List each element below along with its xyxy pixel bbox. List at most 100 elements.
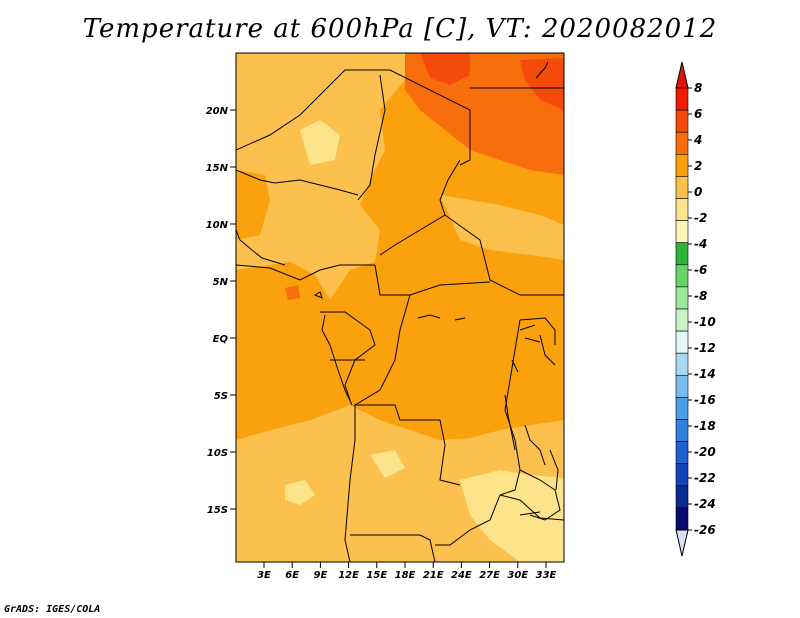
y-tick-label: 15S	[207, 505, 228, 516]
x-tick-label: 27E	[479, 570, 500, 581]
y-tick-label: 10S	[207, 448, 228, 459]
border-line	[435, 319, 521, 546]
colorbar-bottom-arrow	[675, 529, 689, 557]
colorbar-label: -12	[694, 341, 716, 355]
x-tick-label: 12E	[338, 570, 359, 581]
lake-outline	[524, 424, 546, 466]
field-neg2-0-b	[300, 120, 340, 165]
field-0-2-north-east	[440, 195, 564, 260]
colorbar-segment	[675, 507, 689, 531]
y-tick-label: 20N	[206, 106, 229, 117]
x-tick-label: 15E	[366, 570, 387, 581]
field-neg2-0-a	[460, 470, 564, 562]
colorbar-segment	[675, 441, 689, 465]
x-tick-label: 24E	[451, 570, 472, 581]
colorbar-segment	[675, 109, 689, 133]
colorbar: 8 6 4 2 0 -2 -4 -6 -8 -10 -12 -14 -16 -18 -20 -22 -24 -26	[675, 61, 716, 557]
border-line	[236, 169, 359, 196]
x-tick-label: 6E	[285, 570, 299, 581]
boundaries	[236, 61, 564, 562]
colorbar-label: -6	[694, 263, 707, 277]
field-4-6-northeast	[405, 53, 564, 175]
y-tick-label: 5S	[214, 391, 228, 402]
colorbar-segment	[675, 87, 689, 111]
field-0-2-north	[236, 53, 420, 300]
colorbar-label: 6	[694, 107, 702, 121]
colorbar-top-arrow	[675, 61, 689, 89]
border-line	[353, 294, 461, 486]
lake-outline	[511, 324, 541, 373]
colorbar-segment	[675, 330, 689, 354]
colorbar-segment	[675, 264, 689, 288]
border-line	[236, 69, 471, 166]
map-frame	[235, 52, 565, 563]
field-neg2-0-d	[370, 450, 405, 478]
x-tick-label: 21E	[423, 570, 444, 581]
colorbar-segment	[675, 286, 689, 310]
border-line	[499, 494, 564, 521]
x-tick-label: 30E	[507, 570, 528, 581]
colorbar-segment	[675, 485, 689, 509]
colorbar-segment	[675, 176, 689, 199]
border-line	[357, 74, 386, 201]
field-6-8-east	[520, 58, 564, 110]
colorbar-label: -14	[694, 367, 716, 381]
colorbar-label: 8	[694, 81, 702, 95]
field-2-4-west	[236, 170, 270, 240]
colorbar-label: -24	[694, 497, 716, 511]
colorbar-segment	[675, 131, 689, 155]
y-tick-label: EQ	[213, 334, 229, 345]
border-line	[519, 469, 561, 521]
lake-outline	[504, 394, 516, 451]
lake-outline	[417, 314, 466, 321]
colorbar-segment	[675, 220, 689, 244]
island-outline	[535, 61, 549, 79]
y-tick-label: 15N	[206, 163, 229, 174]
colorbar-label: -4	[694, 237, 707, 251]
colorbar-segment	[675, 154, 689, 177]
temperature-field	[236, 53, 564, 562]
lake-outline	[519, 511, 541, 516]
border-line	[236, 264, 375, 281]
colorbar-segment	[675, 352, 689, 376]
x-tick-label: 18E	[395, 570, 416, 581]
coast-line	[321, 314, 353, 406]
x-axis: 3E 6E 9E 12E 15E 18E 21E 24E 27E 30E 33E	[257, 562, 557, 581]
coast-line	[236, 229, 286, 266]
field-4-6-spot	[285, 285, 300, 300]
grads-credit: GrADS: IGES/COLA	[4, 604, 101, 615]
border-line	[344, 405, 356, 562]
field-2-4-basin	[236, 240, 564, 440]
colorbar-segment	[675, 242, 689, 266]
x-tick-label: 3E	[257, 570, 271, 581]
colorbar-segment	[675, 308, 689, 332]
colorbar-segment	[675, 374, 689, 398]
y-axis: 20N 15N 10N 5N EQ 5S 10S 15S	[206, 106, 236, 516]
colorbar-label: -26	[694, 523, 716, 537]
border-line	[539, 334, 556, 366]
colorbar-label: -10	[694, 315, 716, 329]
field-6-8-top	[420, 53, 470, 85]
field-neg2-0-c	[285, 480, 315, 505]
border-line	[350, 534, 436, 562]
colorbar-segment	[675, 419, 689, 442]
lake-outline	[549, 449, 559, 491]
colorbar-segment	[675, 198, 689, 221]
colorbar-label: 0	[694, 185, 702, 199]
colorbar-label: -8	[694, 289, 707, 303]
colorbar-label: -2	[694, 211, 707, 225]
colorbar-label: -16	[694, 393, 716, 407]
border-line	[320, 311, 376, 401]
colorbar-label: -18	[694, 419, 716, 433]
island-outline	[313, 291, 323, 299]
border-line	[444, 214, 564, 296]
map-title: Temperature at 600hPa [C], VT: 202008201…	[82, 14, 718, 44]
x-tick-label: 33E	[536, 570, 557, 581]
y-tick-label: 5N	[213, 277, 229, 288]
colorbar-label: -20	[694, 445, 716, 459]
colorbar-label: -22	[694, 471, 716, 485]
border-line	[519, 317, 556, 345]
colorbar-segment	[675, 397, 689, 420]
y-tick-label: 10N	[206, 220, 229, 231]
